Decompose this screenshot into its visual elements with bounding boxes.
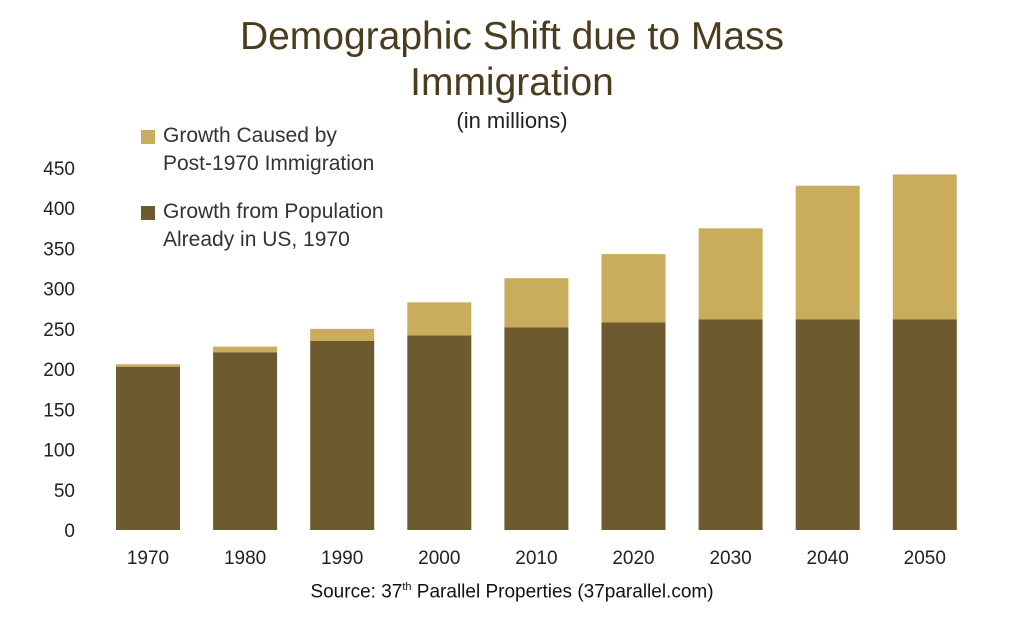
legend-item-existing: Growth from Population Already in US, 19… bbox=[141, 198, 463, 254]
x-tick-label: 1970 bbox=[127, 548, 169, 569]
x-tick-label: 2020 bbox=[612, 548, 654, 569]
legend-label-existing-line-2: Already in US, 1970 bbox=[163, 228, 350, 251]
x-tick-label: 1990 bbox=[321, 548, 363, 569]
bar-segment-immigration bbox=[601, 254, 666, 323]
x-tick-label: 2050 bbox=[904, 548, 946, 569]
bar-segment-existing bbox=[601, 322, 666, 530]
legend-label-existing-line-1: Growth from Population bbox=[163, 200, 384, 223]
bar-segment-existing bbox=[795, 319, 860, 530]
bar-segment-immigration bbox=[698, 228, 763, 320]
y-tick-label: 350 bbox=[43, 239, 75, 260]
y-tick-label: 0 bbox=[64, 521, 75, 542]
bar-segment-existing bbox=[892, 319, 957, 530]
y-tick-label: 100 bbox=[43, 441, 75, 462]
y-tick-label: 400 bbox=[43, 199, 75, 220]
source-prefix: Source: 37 bbox=[310, 581, 403, 603]
bar-segment-existing bbox=[116, 366, 180, 530]
legend-label-immigration-line-1: Growth Caused by bbox=[163, 124, 337, 147]
x-tick-label: 1980 bbox=[224, 548, 266, 569]
legend-label-immigration-line-2: Post-1970 Immigration bbox=[163, 152, 375, 175]
chart-title-line-1: Demographic Shift due to Mass bbox=[239, 15, 785, 58]
bar-segment-existing bbox=[504, 327, 569, 530]
chart-title: Demographic Shift due to Mass Immigratio… bbox=[0, 14, 1024, 106]
bar-segment-immigration bbox=[116, 364, 180, 367]
x-tick-label: 2010 bbox=[515, 548, 557, 569]
bar-segment-existing bbox=[213, 352, 278, 530]
chart-subtitle: (in millions) bbox=[456, 108, 568, 133]
bar-segment-existing bbox=[698, 319, 763, 530]
bar-segment-immigration bbox=[892, 174, 957, 320]
bar-segment-immigration bbox=[504, 278, 569, 328]
bar-segment-existing bbox=[310, 340, 375, 530]
x-tick-label: 2040 bbox=[807, 548, 849, 569]
y-tick-label: 50 bbox=[54, 481, 75, 502]
bar-segment-immigration bbox=[407, 302, 472, 336]
chart-title-line-2: Immigration bbox=[410, 61, 614, 104]
source-superscript: th bbox=[402, 581, 412, 593]
bar-segment-existing bbox=[407, 335, 472, 530]
y-tick-label: 450 bbox=[43, 159, 75, 180]
y-tick-label: 150 bbox=[43, 400, 75, 421]
bar-segment-immigration bbox=[310, 328, 375, 341]
bar-segment-immigration bbox=[795, 185, 860, 320]
source-suffix: Parallel Properties (37parallel.com) bbox=[411, 581, 714, 603]
legend-item-immigration: Growth Caused by Post-1970 Immigration bbox=[141, 122, 463, 178]
source-note: Source: 37th Parallel Properties (37para… bbox=[0, 581, 1024, 603]
legend-swatch-immigration bbox=[141, 130, 155, 144]
legend-swatch-existing bbox=[141, 206, 155, 220]
bar-segment-immigration bbox=[213, 346, 278, 353]
chart-legend: Growth Caused by Post-1970 Immigration G… bbox=[141, 122, 463, 274]
y-tick-label: 200 bbox=[43, 360, 75, 381]
x-tick-label: 2030 bbox=[709, 548, 751, 569]
y-tick-label: 250 bbox=[43, 320, 75, 341]
y-tick-label: 300 bbox=[43, 280, 75, 301]
x-tick-label: 2000 bbox=[418, 548, 460, 569]
